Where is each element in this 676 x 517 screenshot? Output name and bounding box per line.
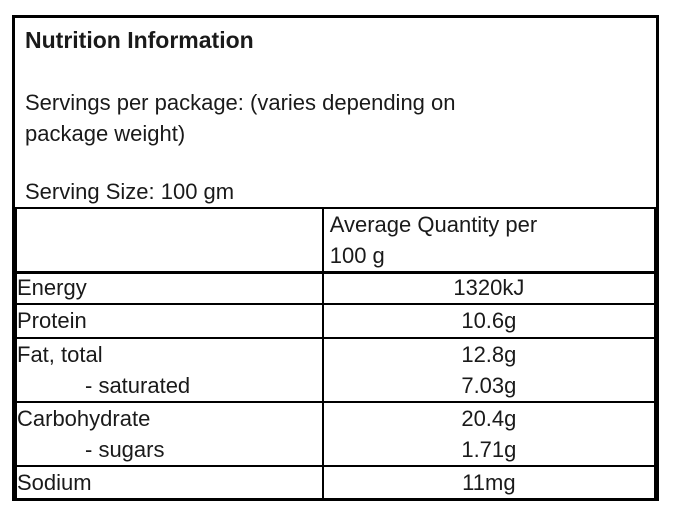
row-label-fat-cell: Fat, total - saturated (15, 336, 324, 403)
row-label-sodium: Sodium (15, 464, 324, 501)
row-value-sodium: 11mg (321, 464, 657, 501)
nutrition-label: Nutrition Information Servings per packa… (12, 15, 659, 501)
table-header-empty-cell (15, 207, 324, 274)
row-label-protein: Protein (15, 302, 324, 339)
table-row-fat: Fat, total - saturated 12.8g 7.03g (15, 336, 657, 403)
servings-per-package-text: Servings per package: (varies depending … (25, 90, 456, 146)
label-title: Nutrition Information (25, 27, 254, 53)
serving-size-text: Serving Size: 100 gm (25, 179, 235, 204)
row-label-carbohydrate: Carbohydrate (17, 405, 151, 431)
table-header-quantity-cell: Average Quantity per 100 g (321, 207, 657, 274)
row-value-protein: 10.6g (321, 302, 657, 339)
row-label-carbohydrate-cell: Carbohydrate - sugars (15, 400, 324, 467)
table-header-quantity-label: Average Quantity per 100 g (329, 212, 538, 268)
row-value-energy: 1320kJ (321, 271, 657, 305)
nutrition-table: Average Quantity per 100 g Energy 1320kJ… (15, 207, 657, 501)
row-value-fat-saturated: 7.03g (461, 372, 517, 398)
row-value-fat-total: 12.8g (461, 341, 517, 367)
row-label-fat-total: Fat, total (17, 341, 103, 367)
table-row-energy: Energy 1320kJ (15, 271, 657, 305)
row-value-carbohydrate: 20.4g (461, 405, 517, 431)
row-label-energy: Energy (15, 271, 324, 305)
table-header-row: Average Quantity per 100 g (15, 207, 657, 274)
table-row-sodium: Sodium 11mg (15, 464, 657, 501)
table-row-carbohydrate: Carbohydrate - sugars 20.4g 1.71g (15, 400, 657, 467)
label-intro: Nutrition Information Servings per packa… (15, 18, 656, 207)
row-value-fat-cell: 12.8g 7.03g (321, 336, 657, 403)
row-value-sugars: 1.71g (461, 436, 517, 462)
table-row-protein: Protein 10.6g (15, 302, 657, 339)
row-label-sugars: - sugars (85, 436, 165, 462)
row-label-fat-saturated: - saturated (85, 372, 191, 398)
row-value-carbohydrate-cell: 20.4g 1.71g (321, 400, 657, 467)
